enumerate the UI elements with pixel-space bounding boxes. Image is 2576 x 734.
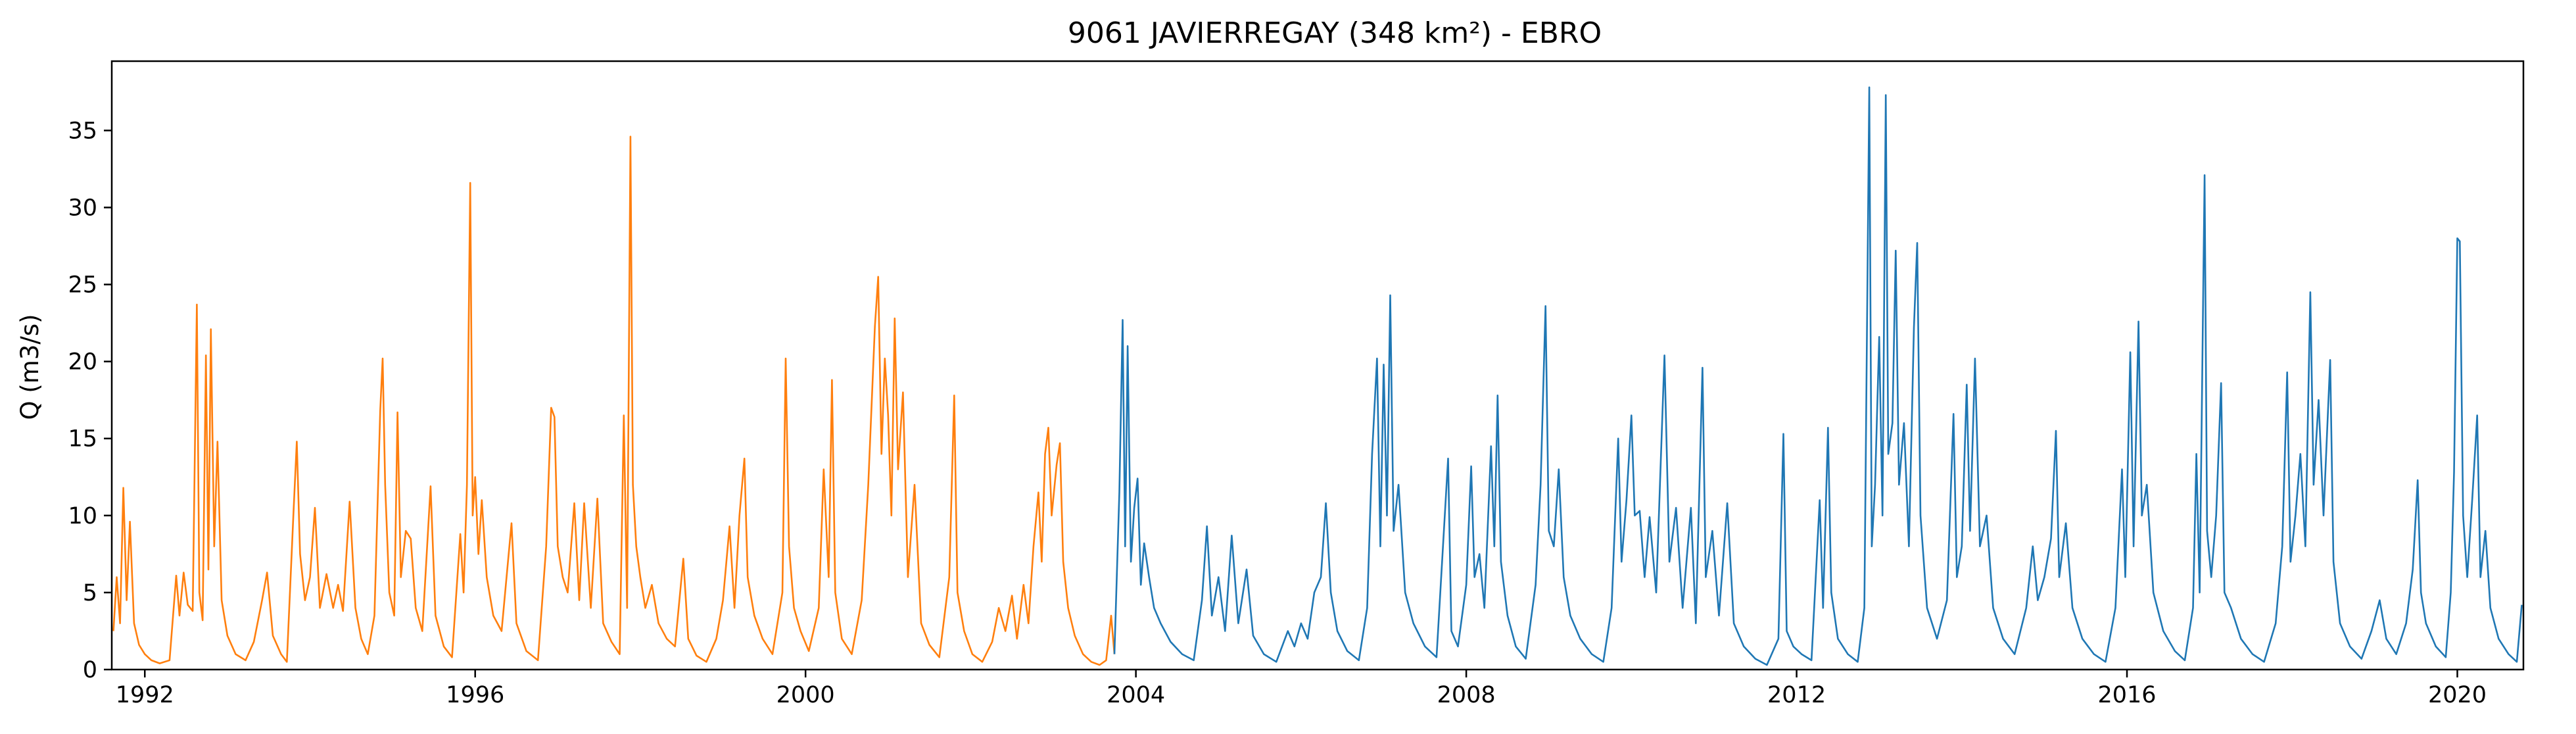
y-tick-label-20: 20 (68, 349, 97, 376)
x-axis: 1992 1996 2000 2004 2008 2012 2016 2020 (116, 670, 2487, 708)
x-tick-label-2020: 2020 (2428, 682, 2487, 708)
x-tick-label-1992: 1992 (116, 682, 174, 708)
y-axis-label: Q (m3/s) (16, 314, 44, 420)
plot-area (110, 60, 2525, 671)
y-tick-label-10: 10 (68, 503, 97, 529)
x-tick-label-1996: 1996 (446, 682, 504, 708)
y-tick-label-35: 35 (68, 118, 97, 144)
plot-frame (110, 60, 2525, 671)
y-tick-label-30: 30 (68, 195, 97, 221)
series-line-2 (1113, 86, 2523, 666)
y-tick-label-15: 15 (68, 426, 97, 453)
y-tick-label-25: 25 (68, 272, 97, 299)
y-tick-label-5: 5 (83, 580, 97, 606)
y-tick-label-0: 0 (83, 657, 97, 683)
series-line-1 (112, 135, 1116, 666)
x-tick-label-2016: 2016 (2098, 682, 2157, 708)
x-tick-label-2004: 2004 (1107, 682, 1165, 708)
y-axis: 0 5 10 15 20 25 30 35 (68, 118, 112, 683)
chart-title: 9061 JAVIERREGAY (348 km²) - EBRO (1068, 16, 1602, 50)
x-tick-label-2000: 2000 (776, 682, 835, 708)
x-tick-label-2012: 2012 (1767, 682, 1826, 708)
x-tick-label-2008: 2008 (1437, 682, 1496, 708)
series-layer (112, 86, 2523, 666)
